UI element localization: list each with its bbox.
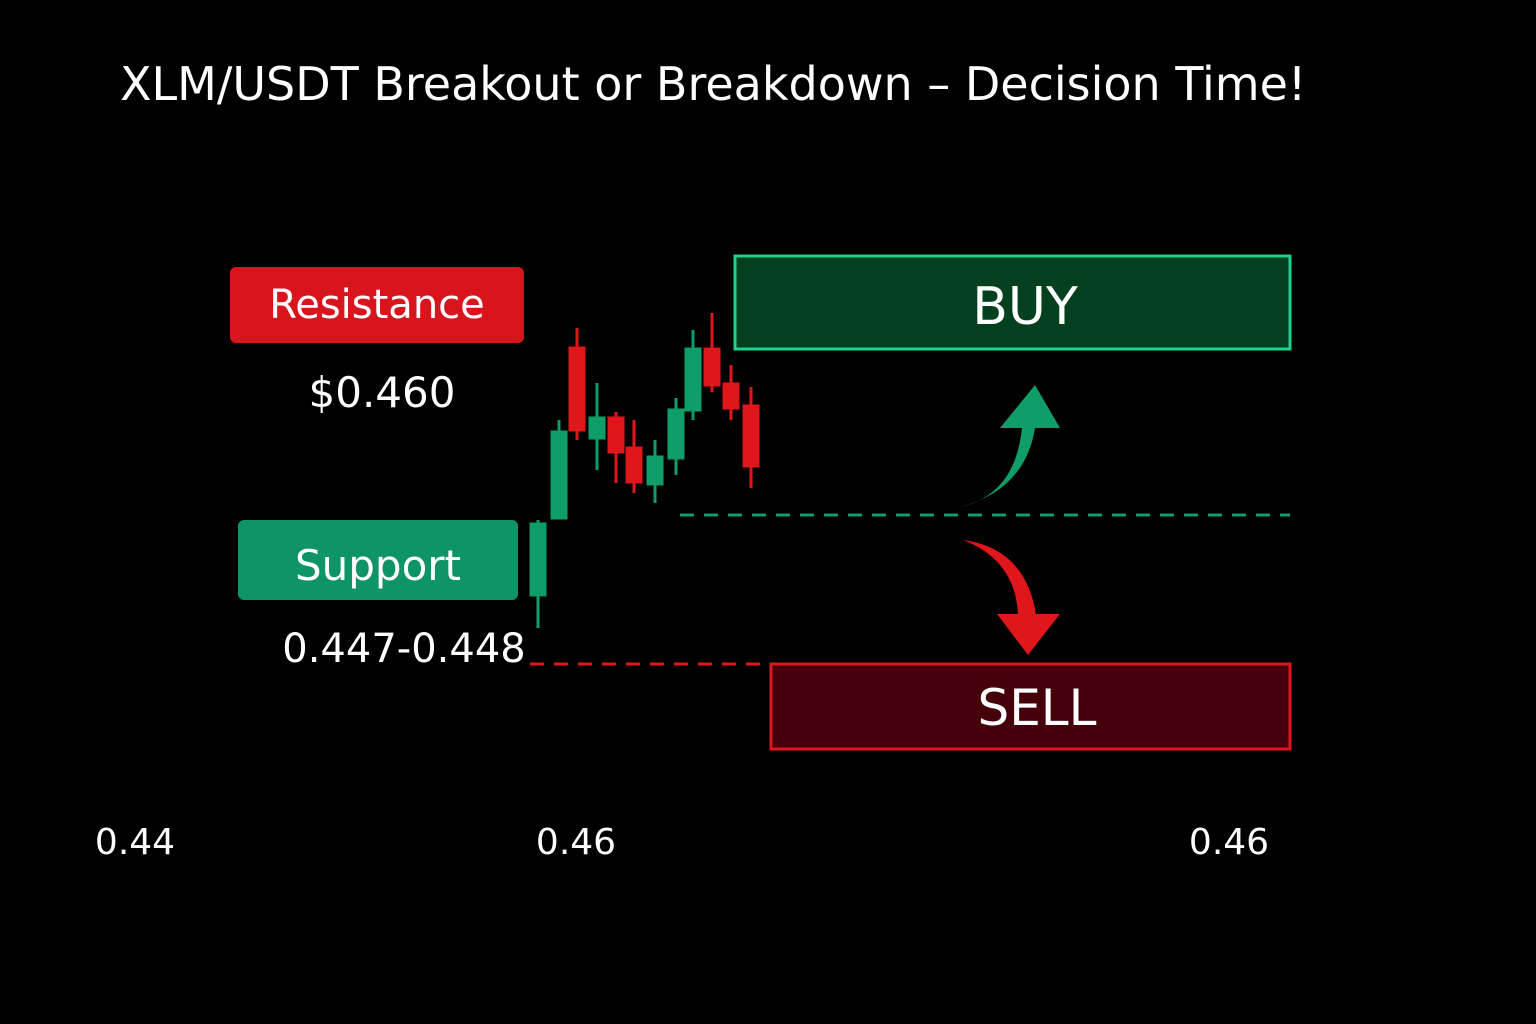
support-badge (238, 520, 518, 600)
down-arrow (963, 540, 1060, 655)
resistance-badge (230, 267, 524, 343)
buy-box (733, 254, 1292, 351)
axis-label: 0.44 (95, 822, 175, 863)
axis-label: 0.46 (536, 822, 616, 863)
support-label: Support (295, 541, 461, 590)
sell-label: SELL (977, 679, 1096, 737)
buy-label: BUY (972, 277, 1078, 337)
candles (529, 313, 760, 628)
resistance-label: Resistance (269, 282, 485, 328)
title: XLM/USDT Breakout or Breakdown – Decisio… (120, 57, 1306, 111)
support-price: 0.447-0.448 (282, 626, 525, 672)
axis-label: 0.46 (1189, 822, 1269, 863)
sell-box (769, 662, 1292, 751)
up-arrow (960, 385, 1060, 507)
resistance-price: $0.460 (309, 368, 456, 417)
